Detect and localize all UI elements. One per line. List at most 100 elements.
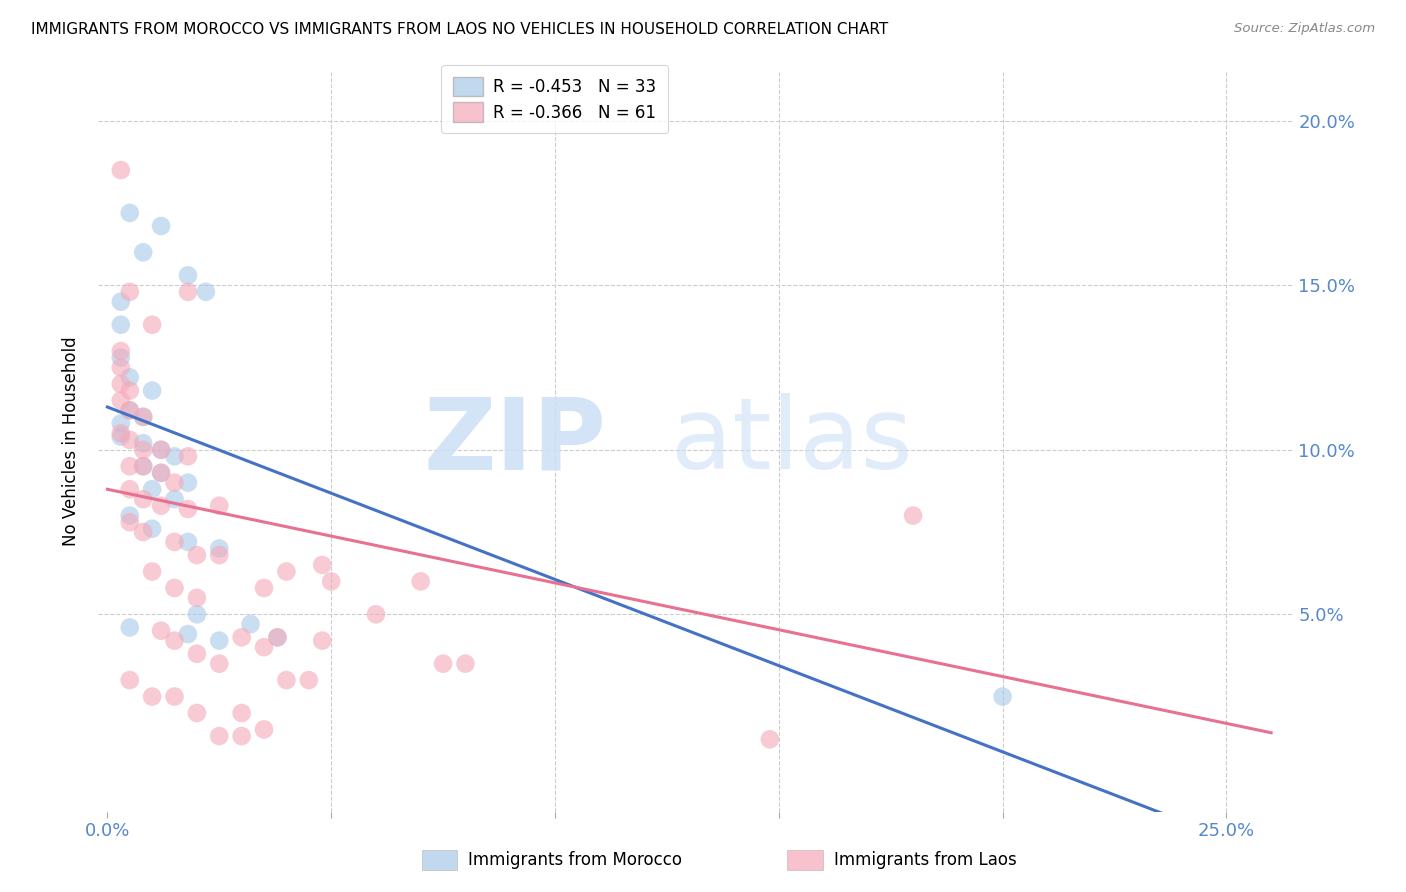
Point [177, 502, 200, 516]
Point [276, 673, 298, 687]
Point [186, 706, 208, 720]
Point [118, 673, 141, 687]
Point [118, 482, 141, 496]
Point [118, 508, 141, 523]
Point [163, 581, 186, 595]
Point [150, 466, 173, 480]
Point [163, 633, 186, 648]
Point [150, 624, 173, 638]
Point [253, 723, 276, 737]
Point [409, 574, 432, 589]
Point [321, 574, 343, 589]
Point [132, 442, 155, 457]
Point [141, 690, 163, 704]
Point [110, 294, 132, 309]
Point [118, 403, 141, 417]
Point [110, 360, 132, 375]
Point [132, 245, 155, 260]
Point [266, 630, 288, 644]
Point [276, 565, 298, 579]
Point [231, 630, 253, 644]
Point [132, 409, 155, 424]
Point [186, 607, 208, 622]
Point [132, 459, 155, 474]
Text: ZIP: ZIP [423, 393, 606, 490]
Text: Immigrants from Laos: Immigrants from Laos [834, 851, 1017, 869]
Point [163, 492, 186, 507]
Text: Source: ZipAtlas.com: Source: ZipAtlas.com [1234, 22, 1375, 36]
Point [118, 384, 141, 398]
Point [163, 475, 186, 490]
Point [759, 732, 782, 747]
Point [110, 163, 132, 178]
Point [311, 633, 333, 648]
Point [208, 657, 231, 671]
Point [186, 591, 208, 605]
Point [150, 466, 173, 480]
Text: IMMIGRANTS FROM MOROCCO VS IMMIGRANTS FROM LAOS NO VEHICLES IN HOUSEHOLD CORRELA: IMMIGRANTS FROM MOROCCO VS IMMIGRANTS FR… [31, 22, 889, 37]
Point [150, 219, 173, 233]
Point [186, 548, 208, 562]
Point [177, 627, 200, 641]
Point [110, 426, 132, 441]
Legend: R = -0.453   N = 33, R = -0.366   N = 61: R = -0.453 N = 33, R = -0.366 N = 61 [441, 65, 668, 134]
Point [311, 558, 333, 572]
Point [110, 318, 132, 332]
Point [208, 548, 231, 562]
Point [253, 640, 276, 655]
Point [901, 508, 924, 523]
Point [110, 393, 132, 408]
Point [110, 376, 132, 391]
Point [132, 492, 155, 507]
Point [141, 384, 163, 398]
Point [163, 535, 186, 549]
Point [194, 285, 217, 299]
Point [208, 729, 231, 743]
Point [991, 690, 1014, 704]
Point [132, 409, 155, 424]
Y-axis label: No Vehicles in Household: No Vehicles in Household [62, 336, 80, 547]
Text: Immigrants from Morocco: Immigrants from Morocco [468, 851, 682, 869]
Point [177, 268, 200, 283]
Point [132, 524, 155, 539]
Point [208, 499, 231, 513]
Point [231, 729, 253, 743]
Point [239, 617, 262, 632]
Point [110, 351, 132, 365]
Point [118, 620, 141, 634]
Point [110, 429, 132, 443]
Point [118, 459, 141, 474]
Point [141, 565, 163, 579]
Text: atlas: atlas [671, 393, 912, 490]
Point [150, 499, 173, 513]
Point [454, 657, 477, 671]
Point [118, 370, 141, 384]
Point [150, 442, 173, 457]
Point [186, 647, 208, 661]
Point [298, 673, 321, 687]
Point [132, 436, 155, 450]
Point [150, 442, 173, 457]
Point [177, 535, 200, 549]
Point [177, 285, 200, 299]
Point [141, 318, 163, 332]
Point [163, 450, 186, 464]
Point [231, 706, 253, 720]
Point [163, 690, 186, 704]
Point [208, 633, 231, 648]
Point [364, 607, 387, 622]
Point [208, 541, 231, 556]
Point [177, 475, 200, 490]
Point [118, 433, 141, 447]
Point [432, 657, 454, 671]
Point [141, 482, 163, 496]
Point [118, 206, 141, 220]
Point [177, 450, 200, 464]
Point [118, 515, 141, 529]
Point [118, 403, 141, 417]
Point [118, 285, 141, 299]
Point [110, 417, 132, 431]
Point [253, 581, 276, 595]
Point [132, 459, 155, 474]
Point [110, 344, 132, 359]
